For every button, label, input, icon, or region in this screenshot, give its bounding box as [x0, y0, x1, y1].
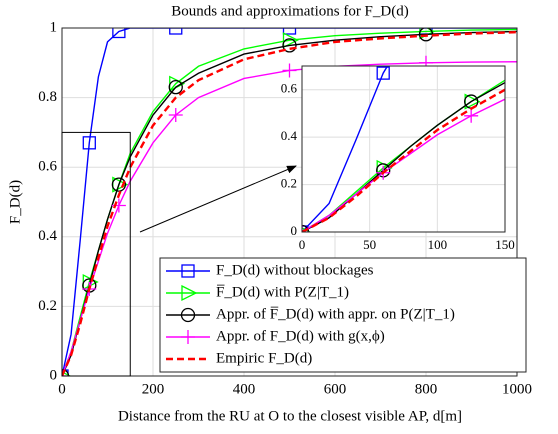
x-tick-label: 600	[324, 381, 347, 397]
x-tick-label: 200	[142, 381, 165, 397]
y-tick-label: 0.4	[38, 228, 57, 244]
zoom-box	[61, 131, 131, 377]
legend-marker	[181, 284, 198, 302]
marker	[112, 28, 126, 39]
marker	[111, 177, 127, 192]
y-tick-label: 0.2	[38, 298, 57, 314]
series-line	[62, 61, 517, 376]
y-tick-label: 0	[50, 367, 58, 383]
marker	[282, 38, 297, 53]
series-line	[302, 98, 505, 232]
y-tick-label: 0.8	[38, 89, 57, 105]
y-tick-label: 0	[291, 223, 298, 238]
x-tick-label: 100	[428, 237, 448, 252]
axes-box	[301, 65, 506, 233]
zoom-arrow	[139, 165, 297, 233]
marker	[282, 63, 297, 78]
legend-marker	[181, 330, 195, 344]
legend-label: Appr. of F̅_D(d) with appr. on P(Z|T_1)	[216, 306, 455, 322]
x-tick-label: 150	[495, 237, 515, 252]
marker	[168, 108, 183, 122]
legend-label: Appr. of F_D(d) with g(x,ϕ)	[216, 328, 385, 344]
series-line	[302, 66, 389, 232]
x-tick-label: 800	[415, 381, 438, 397]
legend-label: F_D(d) without blockages	[216, 262, 374, 278]
marker	[376, 66, 390, 80]
x-tick-label: 0	[299, 237, 306, 252]
chart-title: Bounds and approximations for F_D(d)	[171, 3, 408, 19]
y-tick-label: 0.6	[281, 81, 298, 96]
y-tick-label: 0.2	[281, 176, 297, 191]
y-tick-label: 1	[50, 19, 58, 35]
marker	[168, 80, 183, 95]
plot-area	[302, 66, 505, 232]
y-axis-label: F_D(d)	[7, 180, 23, 224]
y-tick-label: 0.6	[38, 159, 57, 175]
x-tick-label: 0	[58, 381, 66, 397]
legend-marker	[181, 264, 195, 278]
legend-label: Empiric F_D(d)	[216, 350, 312, 366]
legend-label: F̅_D(d) with P(Z|T_1)	[216, 284, 349, 300]
marker	[465, 0, 477, 3]
legend-marker	[180, 307, 196, 323]
series-line	[62, 28, 517, 376]
x-tick-label: 1000	[502, 381, 532, 397]
series-group	[302, 0, 505, 232]
series-line	[62, 30, 517, 376]
marker	[169, 28, 183, 35]
series-line	[302, 79, 505, 232]
series-line	[62, 28, 517, 376]
x-tick-label: 50	[363, 237, 376, 252]
y-tick-label: 0.4	[281, 128, 298, 143]
x-tick-label: 400	[233, 381, 256, 397]
series-group	[62, 28, 517, 376]
marker	[282, 32, 299, 49]
legend-box	[159, 257, 527, 373]
marker	[82, 136, 96, 150]
marker	[282, 28, 297, 35]
marker	[464, 108, 479, 123]
x-axis-label: Distance from the RU at O to the closest…	[118, 408, 462, 424]
marker	[302, 227, 312, 232]
